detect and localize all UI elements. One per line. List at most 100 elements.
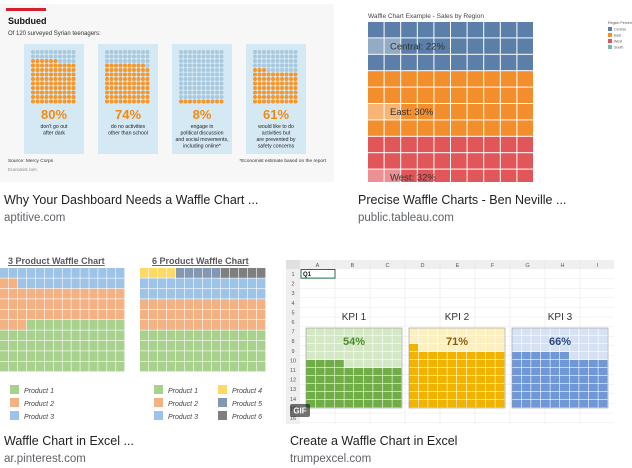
waffle-cell bbox=[248, 278, 257, 289]
waffle-cell bbox=[517, 104, 533, 120]
waffle-cell bbox=[485, 360, 495, 368]
waffle-cell bbox=[521, 400, 531, 408]
waffle-dot bbox=[275, 68, 280, 72]
waffle-dot bbox=[141, 81, 145, 86]
result-domain[interactable]: trumpexcel.com bbox=[290, 453, 372, 465]
waffle-dot bbox=[275, 54, 280, 59]
waffle-cell bbox=[334, 368, 344, 376]
waffle-dot bbox=[201, 77, 206, 81]
waffle-cell bbox=[158, 299, 167, 309]
result-thumbnail[interactable]: 3 Product Waffle Chart 6 Product Waffle C… bbox=[0, 244, 272, 424]
waffle-cell bbox=[476, 376, 486, 384]
waffle-dot bbox=[49, 59, 53, 63]
waffle-cell bbox=[451, 104, 467, 120]
waffle-dot bbox=[210, 86, 215, 90]
waffle-cell bbox=[540, 352, 550, 360]
waffle-cell bbox=[140, 340, 149, 351]
waffle-cell bbox=[53, 330, 62, 341]
waffle-dot bbox=[127, 50, 132, 54]
waffle-dot bbox=[136, 68, 141, 72]
waffle-cell bbox=[363, 344, 373, 352]
waffle-dot bbox=[197, 59, 201, 63]
result-card[interactable]: Subdued Of 120 surveyed Syrian teenagers:… bbox=[0, 0, 340, 228]
waffle-cell bbox=[434, 136, 450, 153]
waffle-cell bbox=[203, 320, 212, 330]
waffle-dot bbox=[188, 81, 192, 86]
result-card[interactable]: 3 Product Waffle Chart 6 Product Waffle C… bbox=[0, 244, 280, 468]
waffle-dot bbox=[192, 72, 197, 77]
waffle-cell bbox=[140, 330, 149, 341]
waffle-dot bbox=[197, 50, 201, 54]
result-title[interactable]: Why Your Dashboard Needs a Waffle Chart … bbox=[4, 193, 259, 207]
waffle-cell bbox=[239, 361, 248, 372]
result-title[interactable]: Create a Waffle Chart in Excel bbox=[290, 434, 458, 448]
waffle-dot bbox=[257, 54, 262, 59]
waffle-dot bbox=[280, 59, 284, 63]
legend-label: Product 6 bbox=[232, 414, 262, 421]
result-card[interactable]: Waffle Chart Example - Sales by Region Ce… bbox=[354, 0, 632, 228]
waffle-cell bbox=[384, 104, 401, 120]
waffle-dot bbox=[145, 54, 150, 59]
waffle-cell bbox=[315, 392, 325, 400]
result-title[interactable]: Waffle Chart in Excel ... bbox=[4, 434, 134, 448]
waffle-cell bbox=[540, 368, 550, 376]
waffle-cell bbox=[17, 361, 27, 372]
waffle-cell bbox=[598, 392, 608, 400]
waffle-cell bbox=[417, 87, 434, 103]
waffle-dot bbox=[145, 63, 150, 68]
waffle-dot bbox=[293, 50, 298, 54]
waffle-cell bbox=[409, 336, 418, 344]
waffle-cell bbox=[354, 376, 363, 384]
waffle-dot bbox=[188, 50, 192, 54]
panel-caption: are prevented by bbox=[257, 137, 296, 143]
waffle-dot bbox=[132, 54, 136, 59]
result-domain[interactable]: public.tableau.com bbox=[358, 212, 454, 224]
waffle-cell bbox=[230, 309, 239, 320]
panel-caption: including online* bbox=[183, 144, 221, 150]
waffle-dot bbox=[188, 63, 192, 68]
waffle-dot bbox=[44, 59, 49, 63]
waffle-cell bbox=[325, 376, 335, 384]
kpi-border bbox=[511, 327, 609, 409]
waffle-cell bbox=[194, 299, 203, 309]
waffle-dot bbox=[132, 50, 136, 54]
result-domain[interactable]: aptitive.com bbox=[4, 212, 66, 224]
waffle-cell bbox=[44, 288, 53, 299]
result-thumbnail[interactable]: ABCDEFGHI12345678910111213141516Q1KPI 15… bbox=[286, 244, 614, 424]
waffle-dot bbox=[271, 99, 275, 104]
waffle-cell bbox=[116, 361, 125, 372]
waffle-cell bbox=[212, 278, 221, 289]
waffle-dot bbox=[44, 99, 49, 104]
panel-percent: 61% bbox=[263, 107, 289, 122]
waffle-cell bbox=[476, 336, 486, 344]
waffle-dot bbox=[109, 50, 114, 54]
result-domain[interactable]: ar.pinterest.com bbox=[4, 453, 86, 465]
waffle-dot bbox=[280, 54, 284, 59]
result-thumbnail[interactable]: Waffle Chart Example - Sales by Region Ce… bbox=[354, 4, 632, 182]
waffle-cell bbox=[579, 336, 589, 344]
waffle-cell bbox=[176, 340, 185, 351]
waffle-dot bbox=[275, 59, 280, 63]
waffle-dot bbox=[127, 95, 132, 99]
waffle-dot bbox=[253, 90, 257, 95]
waffle-cell bbox=[428, 384, 438, 392]
waffle-dot bbox=[192, 81, 197, 86]
waffle-dot bbox=[145, 99, 150, 104]
waffle-cell bbox=[466, 376, 476, 384]
waffle-cell bbox=[521, 344, 531, 352]
waffle-cell bbox=[53, 288, 62, 299]
result-thumbnail[interactable]: Subdued Of 120 surveyed Syrian teenagers:… bbox=[0, 4, 334, 182]
waffle-cell bbox=[98, 309, 107, 320]
waffle-dot bbox=[40, 90, 44, 95]
waffle-cell bbox=[35, 299, 45, 309]
waffle-dot bbox=[192, 99, 197, 104]
result-card[interactable]: ABCDEFGHI12345678910111213141516Q1KPI 15… bbox=[286, 244, 632, 468]
waffle-dot bbox=[109, 81, 114, 86]
waffle-dot bbox=[179, 72, 183, 77]
waffle-cell bbox=[149, 320, 158, 330]
waffle-cell bbox=[495, 344, 505, 352]
waffle-cell bbox=[344, 328, 354, 336]
waffle-cell bbox=[409, 368, 418, 376]
waffle-dot bbox=[123, 54, 127, 59]
result-title[interactable]: Precise Waffle Charts - Ben Neville ... bbox=[358, 193, 567, 207]
